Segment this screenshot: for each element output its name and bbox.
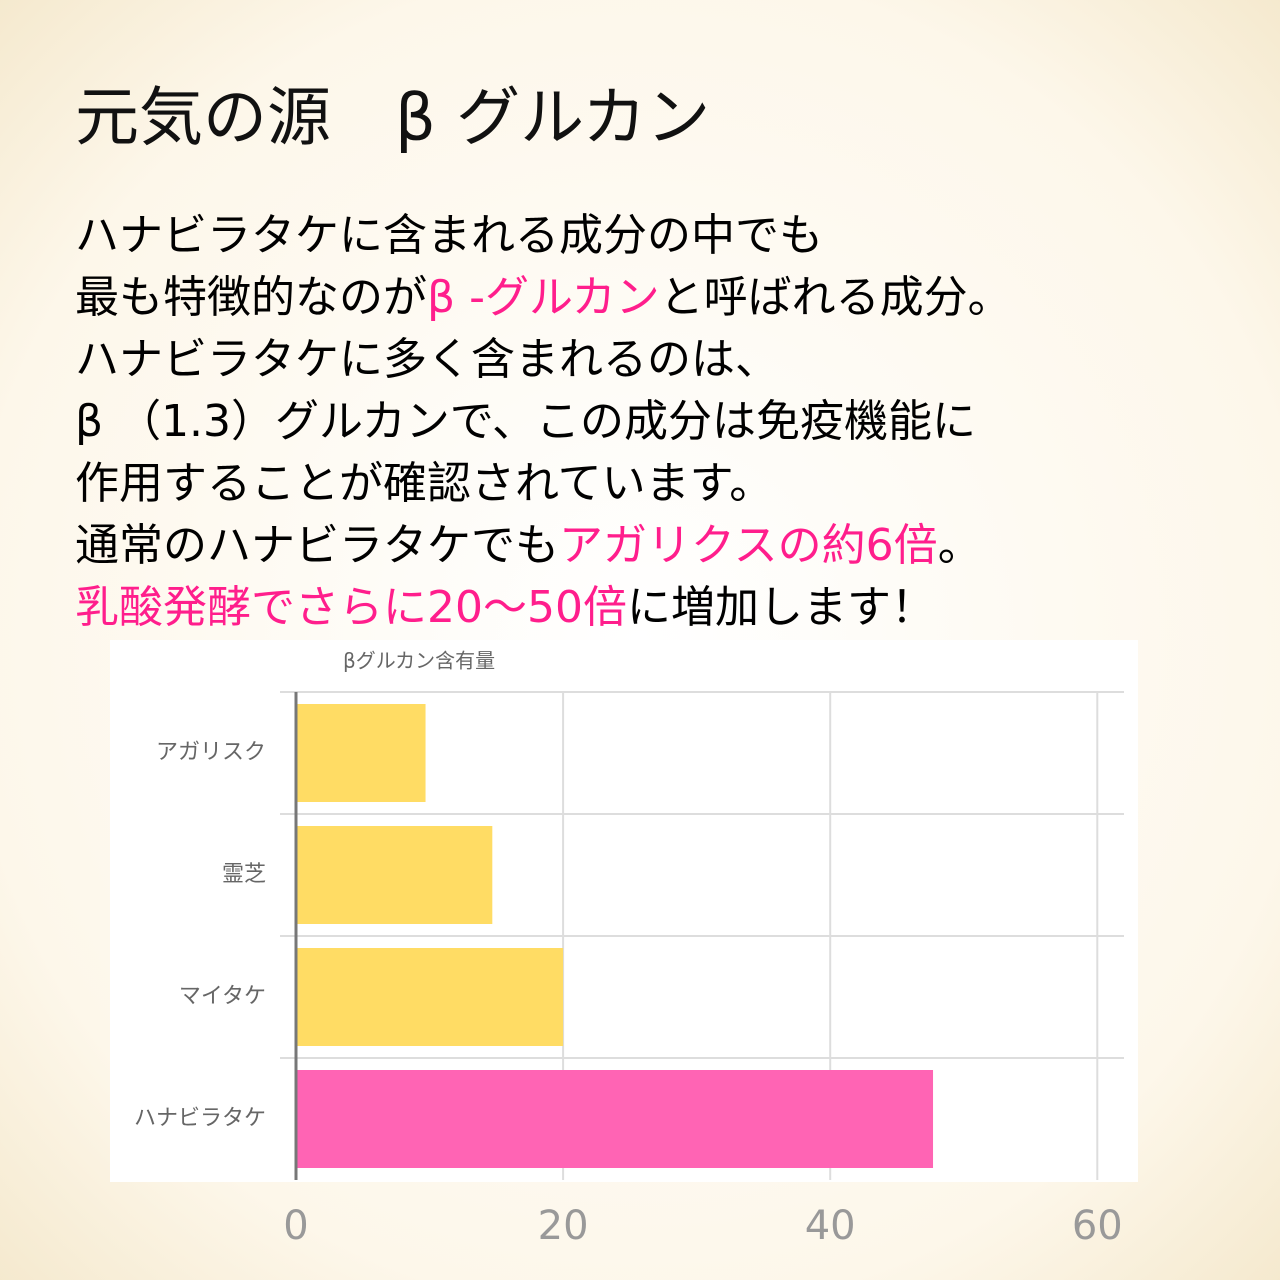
- text-segment: に増加します！: [627, 582, 935, 633]
- x-tick-label: 20: [538, 1203, 589, 1249]
- y-tick-label: ハナビラタケ: [134, 1106, 266, 1131]
- bar: [296, 826, 493, 924]
- y-tick-label: マイタケ: [179, 984, 266, 1009]
- bar: [296, 948, 564, 1046]
- x-tick-label: 60: [1072, 1203, 1123, 1249]
- bar: [296, 1070, 934, 1168]
- text-segment: β （1.3）グルカンで、この成分は免疫機能に: [75, 396, 976, 447]
- body-line: 乳酸発酵でさらに20〜50倍に増加します！: [75, 582, 935, 633]
- text-segment: 通常のハナビラタケでも: [75, 520, 559, 571]
- text-segment: 作用することが確認されています。: [75, 458, 773, 509]
- text-segment: ハナビラタケに多く含まれるのは、: [75, 334, 779, 385]
- text-segment: と呼ばれる成分。: [660, 272, 1012, 323]
- body-line: ハナビラタケに多く含まれるのは、: [75, 334, 779, 385]
- text-segment: 最も特徴的なのが: [75, 272, 427, 323]
- body-line: ハナビラタケに含まれる成分の中でも: [75, 210, 823, 261]
- page-title: 元気の源 β グルカン: [75, 82, 710, 156]
- body-line: 通常のハナビラタケでもアガリクスの約6倍。: [75, 520, 982, 571]
- text-segment: ハナビラタケに含まれる成分の中でも: [75, 210, 823, 261]
- y-tick-label: アガリスク: [156, 740, 266, 765]
- body-line: 最も特徴的なのがβ -グルカンと呼ばれる成分。: [75, 272, 1012, 323]
- x-tick-label: 0: [283, 1203, 308, 1249]
- text-segment: 。: [938, 520, 982, 571]
- text-segment: アガリクスの約6倍: [559, 520, 938, 571]
- bar: [296, 704, 426, 802]
- text-segment: β -グルカン: [427, 272, 660, 323]
- body-line: β （1.3）グルカンで、この成分は免疫機能に: [75, 396, 976, 447]
- y-tick-label: 霊芝: [222, 862, 266, 887]
- chart-title: βグルカン含有量: [343, 649, 495, 673]
- body-line: 作用することが確認されています。: [75, 458, 773, 509]
- text-segment: 乳酸発酵でさらに20〜50倍: [75, 582, 627, 633]
- x-tick-label: 40: [805, 1203, 856, 1249]
